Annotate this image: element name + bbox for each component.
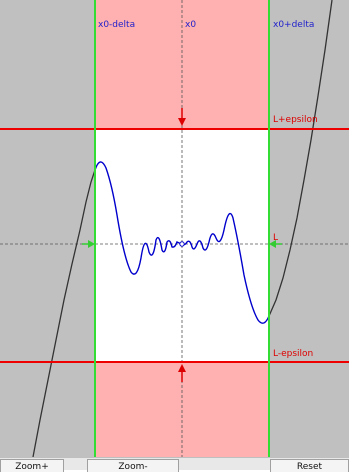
label-x0-minus-delta: x0-delta: [98, 20, 135, 30]
delta-left-arrow-icon[interactable]: [82, 240, 95, 248]
zoom-out-button[interactable]: Zoom-: [87, 459, 179, 472]
label-x0-plus-delta: x0+delta: [273, 20, 314, 30]
button-bar: Zoom+ Zoom- Reset: [0, 457, 349, 472]
label-x0: x0: [185, 20, 196, 30]
epsilon-bottom-arrow-icon[interactable]: [178, 364, 186, 382]
label-l: L: [273, 233, 278, 243]
curve-left-outside: [32, 169, 96, 457]
label-l-minus-epsilon: L-epsilon: [273, 349, 313, 359]
curve-right-outside: [268, 0, 333, 317]
epsilon-delta-plot[interactable]: x0-delta x0 x0+delta L+epsilon L L-epsil…: [0, 0, 349, 457]
epsilon-top-arrow-icon[interactable]: [178, 108, 186, 126]
limit-point: [179, 241, 185, 247]
label-l-plus-epsilon: L+epsilon: [273, 115, 318, 125]
delta-right-arrow-icon[interactable]: [269, 240, 282, 248]
zoom-in-button[interactable]: Zoom+: [0, 459, 64, 472]
reset-button[interactable]: Reset: [270, 459, 349, 472]
